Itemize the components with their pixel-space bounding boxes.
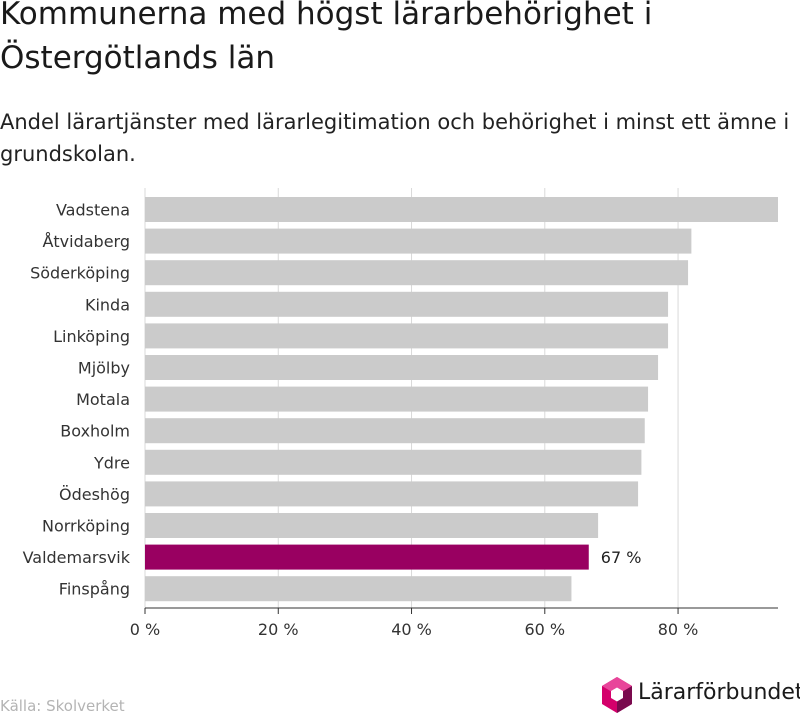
lararforbundet-logo: Lärarförbundet: [600, 676, 800, 714]
bar-ödeshög: [145, 481, 639, 507]
logo-text: Lärarförbundet: [638, 680, 800, 705]
bar-söderköping: [145, 260, 689, 286]
hexagon-logo-icon: [602, 677, 632, 713]
x-tick-label: 20 %: [258, 620, 299, 639]
source-note: Källa: Skolverket: [0, 697, 125, 715]
bar-linköping: [145, 323, 669, 349]
category-label: Valdemarsvik: [23, 548, 131, 567]
x-tick-label: 60 %: [524, 620, 565, 639]
category-labels: Vadstena Åtvidaberg Söderköping Kinda Linköp…: [23, 201, 131, 599]
category-label: Linköping: [53, 327, 130, 346]
category-label: Finspång: [59, 580, 130, 599]
x-tick-label: 0 %: [130, 620, 160, 639]
chart-subtitle: Andel lärartjänster med lärarlegitimatio…: [0, 110, 790, 166]
category-label: Kinda: [85, 295, 130, 314]
category-label: Mjölby: [78, 359, 130, 378]
category-label: Norrköping: [42, 517, 130, 536]
category-label: Söderköping: [30, 264, 130, 283]
chart-title: Kommunerna med högst lärarbehörighet i Ö…: [0, 0, 653, 76]
x-axis: 0 % 20 % 40 % 60 % 80 %: [130, 607, 778, 639]
category-label: Ödeshög: [59, 485, 130, 504]
bar-ydre: [145, 449, 642, 475]
data-label: 67 %: [601, 548, 642, 567]
bar-åtvidaberg: [145, 228, 692, 254]
bar-mjölby: [145, 355, 659, 380]
category-label: Åtvidaberg: [42, 232, 130, 251]
bar-finspång: [145, 576, 572, 602]
bar-norrköping: [145, 513, 599, 538]
category-label: Boxholm: [60, 422, 130, 441]
bar-motala: [145, 386, 649, 412]
x-tick-label: 40 %: [391, 620, 432, 639]
category-label: Motala: [76, 390, 130, 409]
bar-boxholm: [145, 418, 645, 444]
category-label: Ydre: [93, 453, 130, 472]
data-labels: 67 %: [601, 548, 642, 567]
x-tick-label: 80 %: [658, 620, 699, 639]
bar-vadstena: [145, 197, 778, 222]
category-label: Vadstena: [56, 201, 130, 220]
bar-chart: Vadstena Åtvidaberg Söderköping Kinda Linköp…: [23, 188, 778, 639]
bar-kinda: [145, 291, 669, 317]
bar-valdemarsvik: [145, 544, 589, 570]
bars: [145, 197, 778, 602]
